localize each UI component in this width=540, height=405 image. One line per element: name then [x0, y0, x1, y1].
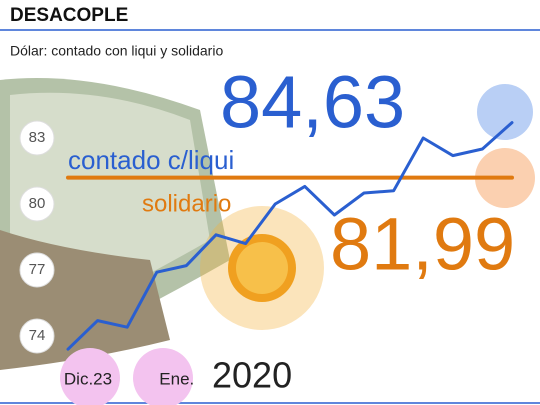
y-tick-label: 80	[29, 195, 46, 212]
annotation: 81,99	[330, 203, 515, 286]
marker-circle	[60, 348, 120, 405]
y-tick-marker	[19, 186, 55, 222]
legend-label: solidario	[142, 190, 231, 217]
y-tick-label: 74	[29, 327, 46, 344]
chart-title: DESACOPLE	[10, 5, 128, 26]
chart-subtitle: Dólar: contado con liqui y solidario	[10, 43, 223, 59]
marker-circle	[477, 84, 533, 140]
y-tick-marker	[19, 120, 55, 156]
sun-illustration	[200, 206, 324, 330]
annotation: 2020	[212, 355, 292, 396]
annotation: 84,63	[220, 61, 405, 144]
money-illustration	[0, 78, 230, 370]
series-line	[66, 121, 514, 351]
y-tick-marker	[19, 318, 55, 354]
x-tick-label: Ene.	[159, 369, 194, 388]
y-tick-label: 83	[29, 129, 46, 146]
y-tick-label: 77	[29, 261, 46, 278]
marker-circle	[133, 348, 193, 405]
legend-label: contado c/liqui	[68, 145, 234, 175]
y-tick-marker	[19, 252, 55, 288]
x-tick-label: Dic.23	[64, 369, 112, 388]
